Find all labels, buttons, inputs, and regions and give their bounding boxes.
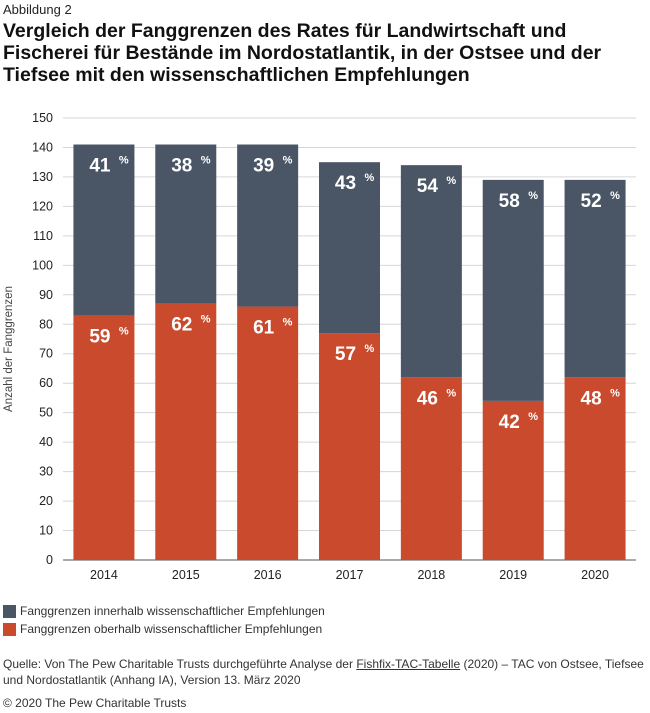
- bar-segment-inside: [237, 144, 299, 307]
- legend-swatch-above: [3, 622, 16, 636]
- bar-data-label-percent: %: [610, 190, 620, 202]
- bar-data-label-percent: %: [365, 343, 375, 355]
- bar-data-label: 62: [171, 315, 192, 336]
- x-tick-label: 2015: [172, 568, 200, 582]
- x-tick-label: 2016: [254, 568, 282, 582]
- bar-data-label: 48: [581, 388, 602, 409]
- y-tick-label: 130: [32, 170, 53, 184]
- source-suffix: (2020) – TAC von Ostsee, Tiefsee und Nor…: [3, 657, 644, 687]
- y-tick-label: 60: [39, 376, 53, 390]
- bar-data-label-percent: %: [446, 175, 456, 187]
- y-tick-label: 120: [32, 199, 53, 213]
- bar-segment-inside: [400, 165, 462, 378]
- source-prefix: Quelle: Von The Pew Charitable Trusts du…: [3, 657, 357, 671]
- bar-data-label-percent: %: [201, 314, 211, 326]
- bar-segment-inside: [319, 162, 380, 334]
- bar-data-label: 58: [499, 191, 520, 212]
- bar-data-label-percent: %: [283, 155, 293, 167]
- x-tick-label: 2018: [417, 568, 445, 582]
- bar-data-label-percent: %: [365, 172, 375, 184]
- y-tick-label: 80: [39, 317, 53, 331]
- bar-data-label-percent: %: [201, 155, 211, 167]
- y-tick-label: 140: [32, 140, 53, 154]
- y-tick-label: 150: [32, 111, 53, 125]
- x-tick-label: 2020: [581, 568, 609, 582]
- legend-label-above: Fanggrenzen oberhalb wissenschaftlicher …: [20, 622, 323, 636]
- figure-label: Abbildung 2: [3, 2, 72, 17]
- bar-segment-inside: [482, 179, 544, 401]
- bar-data-label-percent: %: [528, 411, 538, 423]
- bar-data-label: 41: [89, 156, 111, 177]
- y-tick-label: 70: [39, 347, 53, 361]
- bar-segment-above: [155, 303, 217, 560]
- legend-swatch-inside: [3, 604, 16, 618]
- legend-item-above: Fanggrenzen oberhalb wissenschaftlicher …: [3, 622, 322, 636]
- copyright: © 2020 The Pew Charitable Trusts: [3, 696, 187, 710]
- x-tick-label: 2019: [499, 568, 527, 582]
- bar-segment-above: [237, 306, 299, 560]
- bar-data-label-percent: %: [610, 387, 620, 399]
- source-link[interactable]: Fishfix-TAC-Tabelle: [356, 657, 461, 671]
- bar-data-label: 61: [253, 318, 275, 339]
- bar-segment-above: [400, 377, 462, 560]
- x-tick-label: 2014: [90, 568, 118, 582]
- stacked-bar-chart: 0 10 20 30 40 50 60 70 80 90 100 110 120 130 140 150 Anz…: [3, 111, 636, 582]
- y-tick-label: 10: [39, 524, 53, 538]
- bar-segment-above: [73, 315, 135, 560]
- bar-data-label: 38: [171, 156, 192, 177]
- bar-data-label: 57: [335, 344, 356, 365]
- bar-segment-inside: [73, 144, 135, 316]
- bar-segment-above: [482, 400, 544, 560]
- bar-data-label: 42: [499, 412, 520, 433]
- bar-data-label-percent: %: [283, 317, 293, 329]
- bar-data-label: 52: [581, 191, 602, 212]
- legend-label-inside: Fanggrenzen innerhalb wissenschaftlicher…: [20, 604, 325, 618]
- y-tick-label: 40: [39, 435, 53, 449]
- y-tick-label: 20: [39, 494, 53, 508]
- y-tick-label: 0: [46, 553, 53, 567]
- bar-data-label: 43: [335, 173, 356, 194]
- x-tick-label: 2017: [336, 568, 364, 582]
- bar-segment-above: [319, 333, 380, 560]
- bar-data-label: 54: [417, 176, 439, 197]
- bar-data-label-percent: %: [119, 325, 129, 337]
- bar-data-label: 39: [253, 156, 274, 177]
- bar-segment-above: [564, 377, 626, 560]
- y-tick-label: 90: [39, 288, 53, 302]
- bar-data-label-percent: %: [446, 387, 456, 399]
- bar-segment-inside: [155, 144, 217, 304]
- y-axis-label: Anzahl der Fanggrenzen: [3, 286, 15, 412]
- source-note: Quelle: Von The Pew Charitable Trusts du…: [3, 656, 648, 688]
- chart-title: Vergleich der Fanggrenzen des Rates für …: [3, 20, 602, 86]
- legend-item-inside: Fanggrenzen innerhalb wissenschaftlicher…: [3, 604, 325, 618]
- bar-segment-inside: [564, 179, 626, 378]
- y-tick-label: 110: [33, 229, 53, 243]
- bar-data-label: 46: [417, 388, 438, 409]
- bar-data-label: 59: [89, 326, 110, 347]
- bar-data-label-percent: %: [528, 190, 538, 202]
- y-tick-label: 30: [39, 465, 53, 479]
- y-tick-label: 50: [39, 406, 53, 420]
- y-tick-label: 100: [32, 258, 53, 272]
- bar-data-label-percent: %: [119, 155, 129, 167]
